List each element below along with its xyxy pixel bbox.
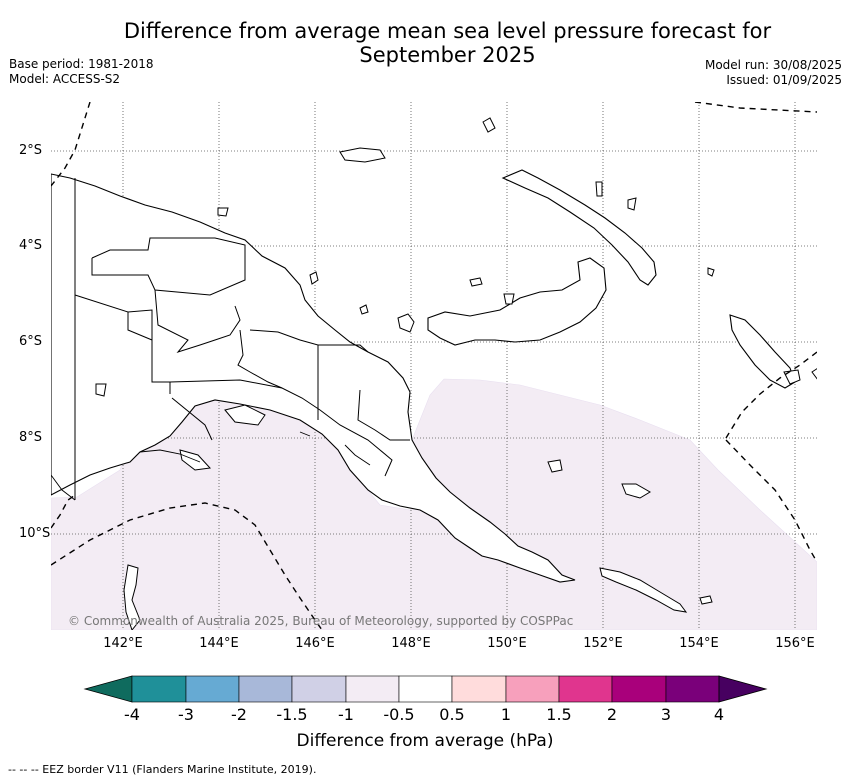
colorbar-cell <box>398 675 453 703</box>
colorbar-label: 1.5 <box>546 705 572 724</box>
colorbar <box>83 675 768 703</box>
lon-tick-label: 144°E <box>199 636 239 651</box>
eez-borders <box>51 102 817 630</box>
colorbar-cell <box>665 675 720 703</box>
lon-tick-label: 146°E <box>295 636 335 651</box>
colorbar-arrow-low <box>83 675 133 703</box>
lon-tick-label: 154°E <box>679 636 719 651</box>
copyright-notice: © Commonwealth of Australia 2025, Bureau… <box>68 614 574 628</box>
colorbar-label: -0.5 <box>383 705 415 724</box>
colorbar-label: -1.5 <box>276 705 308 724</box>
lon-tick-label: 142°E <box>103 636 143 651</box>
lon-tick-label: 152°E <box>583 636 623 651</box>
new-guinea-coastline <box>51 173 576 583</box>
lon-tick-label: 150°E <box>487 636 527 651</box>
model-label: Model: ACCESS-S2 <box>9 72 121 86</box>
eez-footnote: -- -- -- EEZ border V11 (Flanders Marine… <box>8 763 317 776</box>
colorbar-label: 2 <box>606 705 618 724</box>
map-area <box>51 102 817 630</box>
lat-tick-label: 2°S <box>19 143 43 158</box>
colorbar-label: 3 <box>660 705 672 724</box>
lat-tick-label: 10°S <box>19 526 51 541</box>
bougainville-island <box>729 314 796 389</box>
province-borders <box>74 178 410 500</box>
colorbar-label: 1 <box>500 705 512 724</box>
new-ireland-island <box>501 169 657 286</box>
colorbar-arrow-high <box>718 675 768 703</box>
model-run-label: Model run: 30/08/2025 <box>704 58 842 72</box>
lon-tick-label: 148°E <box>391 636 431 651</box>
colorbar-cell <box>131 675 187 703</box>
colorbar-cell <box>238 675 293 703</box>
colorbar-label: -1 <box>338 705 354 724</box>
lat-tick-label: 6°S <box>19 334 43 349</box>
colorbar-cell <box>345 675 400 703</box>
lat-tick-label: 8°S <box>19 430 43 445</box>
issued-label: Issued: 01/09/2025 <box>726 73 842 87</box>
colorbar-cell <box>291 675 347 703</box>
meta-right: Model run: 30/08/2025 Issued: 01/09/2025 <box>705 58 842 88</box>
colorbar-cell <box>185 675 240 703</box>
colorbar-title: Difference from average (hPa) <box>296 731 554 751</box>
colorbar-label: -3 <box>178 705 194 724</box>
colorbar-label: 4 <box>713 705 725 724</box>
coast-detail <box>51 431 371 501</box>
colorbar-cell <box>611 675 667 703</box>
meta-left: Base period: 1981-2018 Model: ACCESS-S2 <box>9 57 154 87</box>
colorbar-label: 0.5 <box>439 705 465 724</box>
chart-title: Difference from average mean sea level p… <box>95 19 800 67</box>
colorbar-cell <box>558 675 613 703</box>
title-line-2: September 2025 <box>359 43 536 67</box>
colorbar-label: -4 <box>124 705 140 724</box>
lat-tick-label: 4°S <box>19 238 43 253</box>
colorbar-cell <box>505 675 560 703</box>
colorbar-cell <box>451 675 507 703</box>
colorbar-label: -2 <box>231 705 247 724</box>
base-period-label: Base period: 1981-2018 <box>9 57 154 71</box>
title-line-1: Difference from average mean sea level p… <box>123 19 772 43</box>
small-islands <box>95 117 817 630</box>
lon-tick-label: 156°E <box>775 636 815 651</box>
new-britain-island <box>427 257 607 346</box>
